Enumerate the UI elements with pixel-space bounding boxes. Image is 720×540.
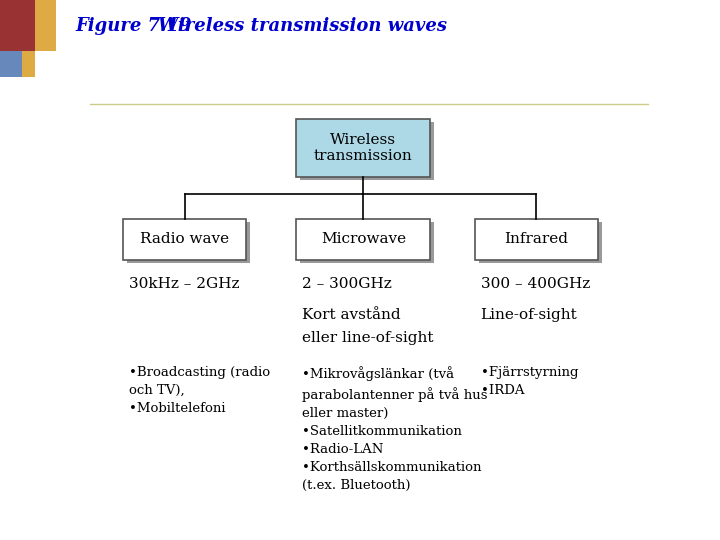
Bar [479, 221, 602, 263]
Text: Radio wave: Radio wave [140, 232, 230, 246]
Text: Wireless
transmission: Wireless transmission [314, 133, 413, 163]
Text: Microwave: Microwave [321, 232, 406, 246]
Text: Figure 7.19: Figure 7.19 [76, 17, 192, 35]
Text: •Fjärrstyrning
•IRDA: •Fjärrstyrning •IRDA [481, 366, 578, 397]
Bar [300, 122, 434, 180]
FancyBboxPatch shape [124, 219, 246, 260]
Text: eller line-of-sight: eller line-of-sight [302, 331, 433, 345]
Text: •Broadcasting (radio
och TV),
•Mobiltelefoni: •Broadcasting (radio och TV), •Mobiltele… [129, 366, 270, 415]
Text: •Mikrovågslänkar (två
parabolantenner på två hus
eller master)
•Satellitkommunik: •Mikrovågslänkar (två parabolantenner på… [302, 366, 487, 492]
FancyBboxPatch shape [475, 219, 598, 260]
Text: 30kHz – 2GHz: 30kHz – 2GHz [129, 277, 240, 291]
Text: Line-of-sight: Line-of-sight [481, 308, 577, 322]
Bar [127, 221, 250, 263]
FancyBboxPatch shape [297, 219, 431, 260]
Text: Kort avstånd: Kort avstånd [302, 308, 400, 322]
Bar [300, 221, 434, 263]
Text: Infrared: Infrared [505, 232, 568, 246]
Text: 2 – 300GHz: 2 – 300GHz [302, 277, 392, 291]
Text: Wireless transmission waves: Wireless transmission waves [158, 17, 447, 35]
Text: 300 – 400GHz: 300 – 400GHz [481, 277, 590, 291]
FancyBboxPatch shape [297, 119, 431, 177]
